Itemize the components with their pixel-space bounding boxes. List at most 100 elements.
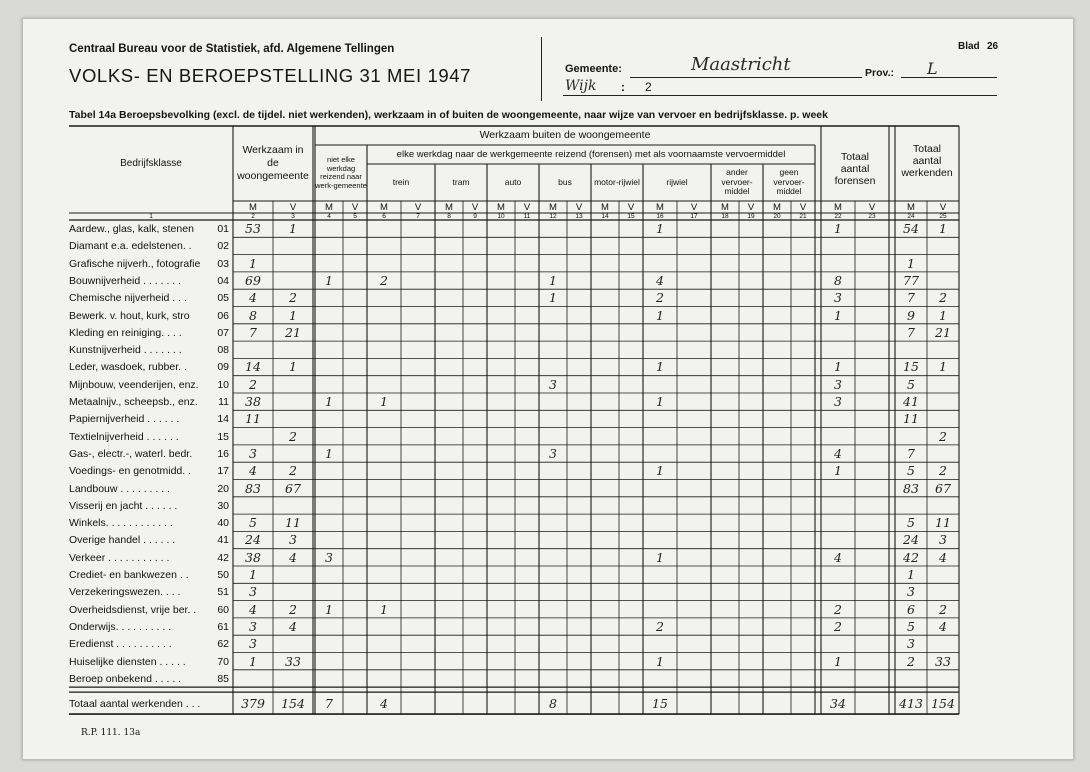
row-label: Verkeer . . . . . . . . . . . xyxy=(69,551,170,564)
cell-value: 4 xyxy=(289,549,297,565)
cell-value: 2 xyxy=(656,290,664,306)
cell-value: 11 xyxy=(285,515,301,531)
row-label: Aardew., glas, kalk, stenen xyxy=(69,223,194,235)
row-label: Kleding en reiniging. . . . xyxy=(69,326,182,339)
header-elke-werkdag: elke werkdag naar de werkgemeente reizen… xyxy=(396,149,786,160)
column-number-13: 13 xyxy=(575,213,583,220)
cell-value: 1 xyxy=(656,653,664,669)
header-v-col-21: V xyxy=(799,201,807,213)
total-value: 15 xyxy=(652,696,668,712)
cell-value: 38 xyxy=(245,549,261,565)
row-label: Crediet- en bankwezen . . xyxy=(69,569,189,581)
cell-value: 3 xyxy=(549,376,557,392)
cell-value: 33 xyxy=(285,653,301,669)
cell-value: 3 xyxy=(249,618,257,634)
cell-value: 4 xyxy=(834,445,842,461)
cell-value: 3 xyxy=(834,376,842,392)
cell-value: 3 xyxy=(249,445,257,461)
header-m-col-20: M xyxy=(773,201,781,213)
cell-value: 15 xyxy=(903,359,919,375)
row-label: Huiselijke diensten . . . . . xyxy=(69,655,186,668)
header-m-col-18: M xyxy=(721,201,729,213)
gemeente-line xyxy=(630,77,862,78)
cell-value: 1 xyxy=(325,601,333,617)
header-v-col-11: V xyxy=(523,201,531,213)
row-label: Textielnijverheid . . . . . . xyxy=(69,430,179,443)
cell-value: 54 xyxy=(903,221,919,236)
wijk-label: Wijk xyxy=(565,78,597,94)
cell-value: 21 xyxy=(935,324,951,340)
row-code: 41 xyxy=(217,534,229,547)
cell-value: 2 xyxy=(939,463,947,479)
header-m-col-24: M xyxy=(907,201,915,213)
cell-value: 3 xyxy=(939,532,947,548)
cell-value: 1 xyxy=(907,567,915,582)
cell-value: 4 xyxy=(249,463,257,479)
cell-value: 1 xyxy=(834,307,842,323)
cell-value: 83 xyxy=(903,480,919,496)
total-value: 4 xyxy=(380,696,388,712)
cell-value: 5 xyxy=(907,618,915,634)
row-code: 07 xyxy=(217,326,229,339)
total-value: 34 xyxy=(830,696,846,712)
cell-value: 3 xyxy=(834,394,842,409)
header-m-col-16: M xyxy=(656,201,664,213)
cell-value: 53 xyxy=(245,221,261,236)
header-v-col-5: V xyxy=(351,201,359,213)
row-code: 60 xyxy=(217,603,229,616)
header-m-col-22: M xyxy=(834,201,842,213)
table-title: Tabel 14a Beroepsbevolking (excl. de tij… xyxy=(69,109,828,121)
cell-value: 3 xyxy=(289,532,297,548)
cell-value: 7 xyxy=(907,324,915,340)
column-number-12: 12 xyxy=(549,213,557,220)
header-werkzaam-in: Werkzaam in de woongemeente xyxy=(237,144,309,182)
header-werkzaam-buiten: Werkzaam buiten de woongemeente xyxy=(479,129,651,141)
header-totaal-werkenden: Totaal aantal werkenden xyxy=(901,142,953,179)
header-niet-elke-werkdag: niet elke werkdag reizend naar werk-geme… xyxy=(315,155,367,190)
cell-value: 7 xyxy=(249,324,257,340)
column-number-19: 19 xyxy=(747,213,755,220)
cell-value: 1 xyxy=(939,221,947,236)
cell-value: 2 xyxy=(289,428,297,444)
gemeente-label: Gemeente: xyxy=(565,63,622,75)
header-divider xyxy=(541,37,542,101)
row-code: 11 xyxy=(218,396,229,408)
cell-value: 2 xyxy=(907,653,915,669)
wijk-value: 2 xyxy=(645,80,652,94)
header-m-col-4: M xyxy=(325,201,333,213)
cell-value: 1 xyxy=(325,394,333,409)
cell-value: 33 xyxy=(935,653,951,669)
cell-value: 1 xyxy=(380,601,388,617)
cell-value: 5 xyxy=(907,463,915,479)
row-code: 42 xyxy=(217,551,229,564)
row-code: 10 xyxy=(217,378,229,391)
total-value: 154 xyxy=(281,696,305,712)
cell-value: 1 xyxy=(656,359,664,375)
cell-value: 2 xyxy=(289,601,297,617)
column-number-3: 3 xyxy=(291,213,295,220)
bureau-line: Centraal Bureau voor de Statistiek, afd.… xyxy=(69,43,395,55)
header-mode-1: trein xyxy=(392,176,410,187)
cell-value: 1 xyxy=(656,307,664,323)
header-mode-2: tram xyxy=(452,176,470,187)
row-code: 02 xyxy=(217,240,229,253)
blad-label: Blad xyxy=(958,41,980,52)
cell-value: 1 xyxy=(939,359,947,375)
cell-value: 1 xyxy=(834,221,842,236)
total-row-label: Totaal aantal werkenden . . . xyxy=(69,698,201,711)
cell-value: 24 xyxy=(903,532,919,548)
row-code: 16 xyxy=(217,447,229,460)
column-number-16: 16 xyxy=(656,213,664,220)
cell-value: 1 xyxy=(656,394,664,409)
cell-value: 1 xyxy=(380,394,388,409)
cell-value: 1 xyxy=(907,255,915,271)
row-label: Visserij en jacht . . . . . . xyxy=(69,499,178,512)
cell-value: 5 xyxy=(907,515,915,531)
cell-value: 6 xyxy=(907,601,915,617)
cell-value: 3 xyxy=(907,584,915,600)
cell-value: 1 xyxy=(939,307,947,323)
row-code: 05 xyxy=(217,292,229,305)
cell-value: 4 xyxy=(834,549,842,565)
row-label: Leder, wasdoek, rubber. . xyxy=(69,361,187,374)
cell-value: 4 xyxy=(939,618,947,634)
